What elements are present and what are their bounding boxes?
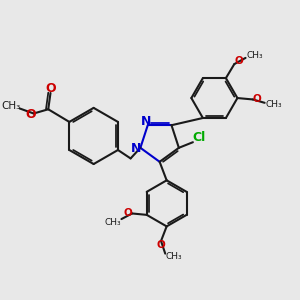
Text: O: O [46,82,56,95]
Text: O: O [253,94,261,104]
Text: O: O [157,240,165,250]
Text: CH₃: CH₃ [165,253,182,262]
Text: CH₃: CH₃ [105,218,121,227]
Text: CH₃: CH₃ [266,100,282,109]
Text: N: N [131,142,141,154]
Text: O: O [124,208,132,218]
Text: Cl: Cl [192,131,205,145]
Text: CH₃: CH₃ [246,51,263,60]
Text: O: O [25,108,36,121]
Text: O: O [234,56,243,66]
Text: N: N [141,115,152,128]
Text: CH₃: CH₃ [1,101,20,111]
